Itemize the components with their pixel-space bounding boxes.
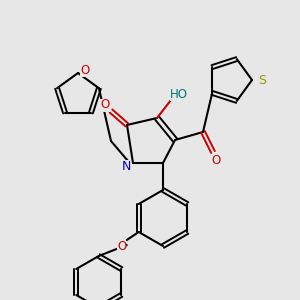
Text: O: O bbox=[100, 98, 109, 112]
Text: S: S bbox=[258, 74, 266, 86]
Text: N: N bbox=[121, 160, 131, 172]
Text: O: O bbox=[212, 154, 220, 166]
Text: O: O bbox=[117, 239, 126, 253]
Text: HO: HO bbox=[170, 88, 188, 100]
Text: O: O bbox=[80, 64, 90, 76]
